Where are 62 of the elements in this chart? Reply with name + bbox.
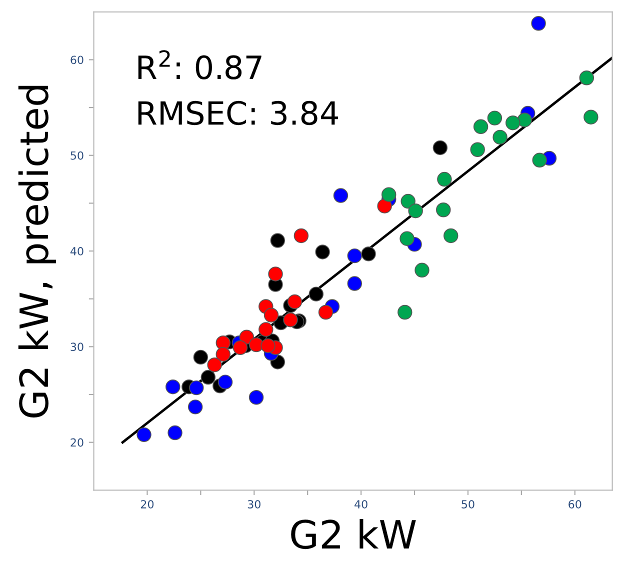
point xyxy=(532,152,547,168)
point xyxy=(347,276,362,291)
point xyxy=(437,172,452,187)
point xyxy=(189,380,204,396)
point xyxy=(264,308,279,322)
point xyxy=(232,340,248,355)
point xyxy=(492,130,508,145)
y-tick-label: 40 xyxy=(70,246,84,256)
point xyxy=(200,370,216,385)
point xyxy=(166,379,180,394)
point xyxy=(473,119,488,134)
point xyxy=(283,312,298,328)
point xyxy=(444,228,458,244)
x-tick-label: 50 xyxy=(462,500,474,508)
point xyxy=(248,390,264,405)
point xyxy=(432,140,448,156)
point xyxy=(294,228,309,244)
point xyxy=(318,304,334,320)
x-tick-label: 40 xyxy=(354,500,368,508)
x-tick-label: 30 xyxy=(248,500,260,508)
point xyxy=(579,70,594,86)
point xyxy=(506,115,520,130)
point xyxy=(361,246,376,262)
point xyxy=(308,286,324,302)
point xyxy=(408,203,423,218)
point xyxy=(531,16,546,31)
point xyxy=(381,187,396,202)
point xyxy=(347,248,362,264)
point xyxy=(584,110,598,124)
point xyxy=(470,142,485,157)
y-tick-label: 30 xyxy=(70,342,84,352)
point xyxy=(400,194,416,209)
point xyxy=(218,374,233,390)
y-tick-label: 60 xyxy=(70,56,84,64)
y-axis-title: G2 kW, predicted xyxy=(18,86,56,418)
point xyxy=(315,244,330,260)
point xyxy=(258,322,274,337)
point xyxy=(193,350,208,365)
annotation: R$^{2}$: 0.87 xyxy=(138,50,262,80)
point xyxy=(268,266,283,282)
point xyxy=(188,400,203,414)
point xyxy=(270,233,286,248)
annotation: RMSEC: 3.84 xyxy=(138,100,338,126)
point xyxy=(414,262,430,278)
y-tick-label: 20 xyxy=(70,438,84,447)
point xyxy=(436,202,451,218)
x-axis-title: G2 kW xyxy=(291,518,416,550)
point xyxy=(400,231,414,246)
point xyxy=(377,198,392,214)
point xyxy=(517,112,532,128)
point xyxy=(136,427,152,442)
point xyxy=(287,294,302,310)
point xyxy=(333,188,348,203)
point xyxy=(398,304,412,320)
point xyxy=(207,357,222,372)
x-tick-label: 20 xyxy=(140,500,154,508)
point xyxy=(168,425,182,440)
x-tick-label: 60 xyxy=(568,500,582,508)
point xyxy=(260,338,276,354)
point xyxy=(216,346,230,362)
y-tick-label: 50 xyxy=(70,151,84,160)
point xyxy=(487,110,502,126)
